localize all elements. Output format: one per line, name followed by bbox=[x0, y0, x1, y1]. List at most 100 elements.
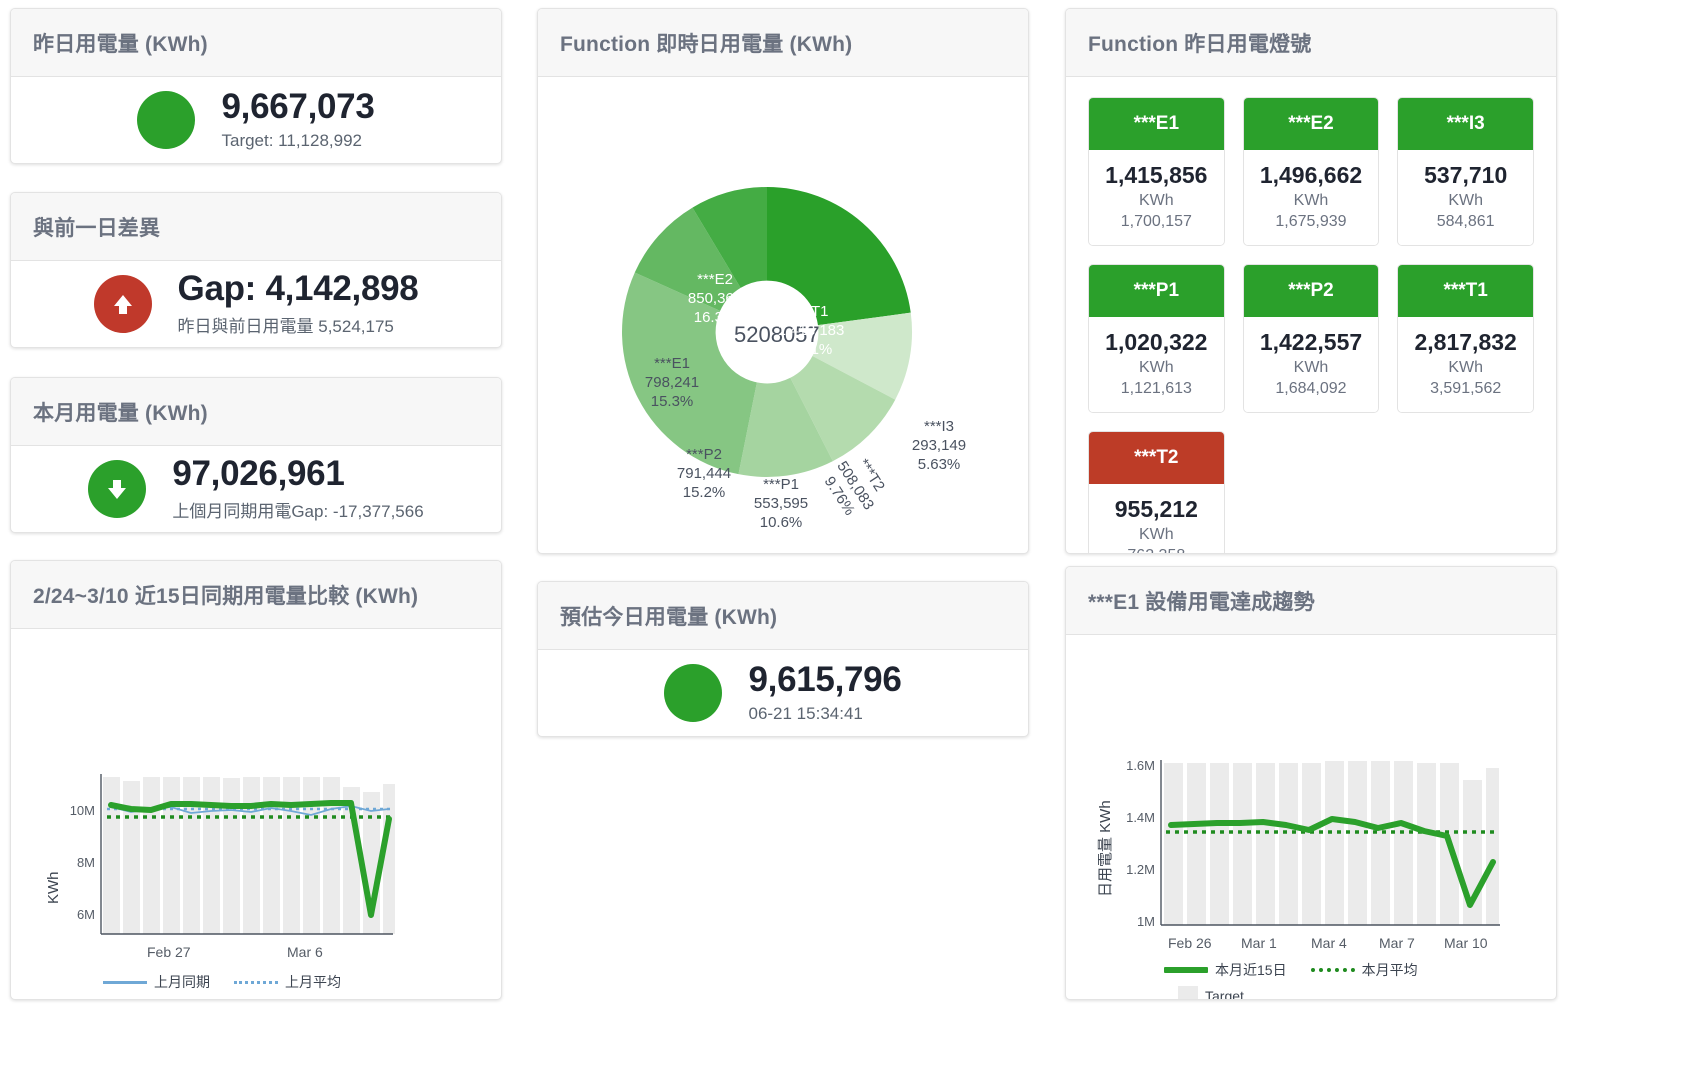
legend-item-this-month-avg[interactable]: 本月平均 bbox=[250, 998, 357, 999]
status-value: 1,496,662 bbox=[1259, 162, 1363, 188]
card-header: Function 昨日用電燈號 bbox=[1066, 9, 1556, 77]
status-unit: KWh bbox=[1448, 359, 1483, 376]
status-unit: KWh bbox=[1138, 192, 1174, 209]
status-target: 1,121,613 bbox=[1120, 380, 1192, 397]
card-title: 本月用電量 (KWh) bbox=[33, 401, 208, 425]
kpi-texts: 9,615,796 06-21 15:34:41 bbox=[748, 661, 901, 724]
line-chart-svg: 1.6M 1.4M 1.2M 1M bbox=[1126, 758, 1500, 929]
legend-row-1: 上月同期 上月平均 bbox=[103, 972, 375, 992]
card-realtime-donut: Function 即時日用電量 (KWh) bbox=[537, 8, 1029, 554]
donut-label-P1-name: ***P1 bbox=[763, 476, 799, 493]
card-title: Function 即時日用電量 (KWh) bbox=[560, 32, 853, 56]
status-card-I3[interactable]: ***I3 537,710 KWh 584,861 bbox=[1397, 97, 1534, 246]
card-title: 昨日用電量 (KWh) bbox=[33, 32, 208, 56]
svg-text:1M: 1M bbox=[1137, 914, 1155, 929]
svg-text:8M: 8M bbox=[77, 855, 95, 870]
circle-icon bbox=[137, 91, 196, 149]
legend-row-2: Target bbox=[1164, 986, 1436, 999]
card-title: 預估今日用電量 (KWh) bbox=[560, 605, 778, 629]
legend-row-1: 本月近15日 本月平均 bbox=[1164, 960, 1436, 980]
donut-label-P2-percent: 15.2% bbox=[682, 484, 726, 502]
legend-item-this-month-avg[interactable]: 本月平均 bbox=[1310, 960, 1418, 980]
donut-label-T1-percent: 27.1% bbox=[789, 341, 833, 359]
donut-slice-T1[interactable] bbox=[767, 187, 911, 326]
status-badge: ***E2 bbox=[1243, 98, 1379, 150]
donut-label-T1-name: ***T1 bbox=[793, 303, 829, 320]
dotted-line-swatch-icon bbox=[234, 980, 278, 984]
legend-label: 本月平均 bbox=[1361, 962, 1418, 978]
card-estimated-today: 預估今日用電量 (KWh) 9,615,796 06-21 15:34:41 bbox=[537, 581, 1029, 737]
card-body: Gap: 4,142,898 昨日與前日用電量 5,524,175 bbox=[11, 261, 501, 347]
legend-item-last-month-avg[interactable]: 上月平均 bbox=[234, 972, 341, 992]
kpi-value: Gap: 4,142,898 bbox=[177, 268, 419, 308]
kpi-subtext: 06-21 15:34:41 bbox=[748, 703, 863, 723]
legend-item-last-month-same[interactable]: 上月同期 bbox=[103, 972, 210, 992]
donut-slice-E2[interactable] bbox=[692, 186, 767, 288]
status-target: 3,591,562 bbox=[1430, 380, 1502, 397]
donut-label-E1: ***E1 798,241 15.3% bbox=[645, 354, 699, 412]
kpi-texts: Gap: 4,142,898 昨日與前日用電量 5,524,175 bbox=[177, 268, 419, 338]
status-card-body: 537,710 KWh 584,861 bbox=[1398, 150, 1533, 245]
donut-slice-I3[interactable] bbox=[812, 312, 913, 400]
card-header: Function 即時日用電量 (KWh) bbox=[538, 9, 1028, 77]
x-tick-mar7: Mar 7 bbox=[1379, 935, 1415, 951]
donut-label-P1: ***P1 553,595 10.6% bbox=[754, 475, 808, 533]
card-header: 昨日用電量 (KWh) bbox=[11, 9, 501, 77]
status-card-body: 955,212 KWh 762,358 bbox=[1089, 484, 1224, 553]
card-body: 1.6M 1.4M 1.2M 1M 日用電量 KWh Feb 26 Mar 1 … bbox=[1066, 635, 1556, 999]
donut-slice-P2[interactable] bbox=[622, 272, 757, 475]
legend-item-this-month-15[interactable]: 本月近15日 bbox=[1164, 960, 1287, 980]
donut-slice-T2[interactable] bbox=[790, 355, 896, 462]
donut-slice-E1[interactable] bbox=[634, 207, 741, 311]
status-card-T1[interactable]: ***T1 2,817,832 KWh 3,591,562 bbox=[1397, 264, 1534, 413]
line-chart-e1: 1.6M 1.4M 1.2M 1M 日用電量 KWh Feb 26 Mar 1 … bbox=[1066, 635, 1556, 999]
donut-label-T1-value: 1,413,183 bbox=[777, 322, 845, 340]
line-chart-15day: 10M 8M 6M KWh Feb 27 Mar 6 上月同期 bbox=[11, 629, 501, 999]
status-card-T2[interactable]: ***T2 955,212 KWh 762,358 bbox=[1088, 431, 1225, 553]
status-unit: KWh bbox=[1138, 526, 1174, 543]
kpi-row: 9,615,796 06-21 15:34:41 bbox=[538, 650, 1028, 736]
donut-label-E1-value: 798,241 bbox=[644, 374, 700, 392]
status-card-P1[interactable]: ***P1 1,020,322 KWh 1,121,613 bbox=[1088, 264, 1225, 413]
legend-label: 本月平均 bbox=[301, 998, 357, 999]
status-target: 1,700,157 bbox=[1120, 213, 1192, 230]
donut-label-P1-value: 553,595 bbox=[753, 495, 809, 513]
kpi-texts: 97,026,961 上個月同期用電Gap: -17,377,566 bbox=[172, 455, 423, 523]
svg-text:1.6M: 1.6M bbox=[1126, 758, 1155, 773]
card-trend-15day: 2/24~3/10 近15日同期用電量比較 (KWh) bbox=[10, 560, 502, 1000]
donut-slice-P1[interactable] bbox=[738, 377, 833, 478]
donut-label-E2: ***E2 850,362 16.3% bbox=[688, 270, 742, 328]
status-unit: KWh bbox=[1138, 359, 1174, 376]
legend-item-this-month-15[interactable]: 本月近15日 bbox=[103, 998, 226, 999]
donut-label-P2-name: ***P2 bbox=[686, 446, 722, 463]
legend-label: 本月近15日 bbox=[1215, 962, 1287, 978]
donut-label-E2-value: 850,362 bbox=[687, 290, 743, 308]
status-unit: KWh bbox=[1293, 359, 1329, 376]
x-tick-feb26: Feb 26 bbox=[1168, 935, 1212, 951]
kpi-texts: 9,667,073 Target: 11,128,992 bbox=[221, 88, 374, 151]
svg-text:1.4M: 1.4M bbox=[1126, 810, 1155, 825]
dotted-line-swatch-icon bbox=[1310, 968, 1355, 972]
status-card-E1[interactable]: ***E1 1,415,856 KWh 1,700,157 bbox=[1088, 97, 1225, 246]
status-badge: ***T1 bbox=[1398, 265, 1533, 317]
donut-label-E1-percent: 15.3% bbox=[650, 393, 694, 411]
donut-svg bbox=[622, 186, 913, 478]
x-tick-feb27: Feb 27 bbox=[147, 944, 191, 960]
series-this-month-15 bbox=[1168, 816, 1496, 908]
card-month-consumption: 本月用電量 (KWh) 97,026,961 上個月同期用電Gap: -17,3… bbox=[10, 377, 502, 533]
status-card-E2[interactable]: ***E2 1,496,662 KWh 1,675,939 bbox=[1242, 97, 1380, 246]
status-badge: ***I3 bbox=[1398, 98, 1533, 150]
status-target: 584,861 bbox=[1436, 213, 1495, 230]
card-body: 9,667,073 Target: 11,128,992 bbox=[11, 77, 501, 163]
legend-item-target[interactable]: Target bbox=[1178, 986, 1244, 999]
status-target: 1,684,092 bbox=[1275, 380, 1347, 397]
status-value: 1,415,856 bbox=[1105, 162, 1208, 188]
arrow-down-icon bbox=[88, 460, 147, 518]
donut-label-I3-value: 293,149 bbox=[911, 437, 967, 455]
donut-label-T1: ***T1 1,413,183 27.1% bbox=[778, 302, 845, 360]
donut-label-P1-percent: 10.6% bbox=[759, 514, 803, 532]
status-card-P2[interactable]: ***P2 1,422,557 KWh 1,684,092 bbox=[1242, 264, 1380, 413]
donut-label-P2-value: 791,444 bbox=[676, 465, 732, 483]
status-card-body: 1,496,662 KWh 1,675,939 bbox=[1243, 150, 1379, 245]
